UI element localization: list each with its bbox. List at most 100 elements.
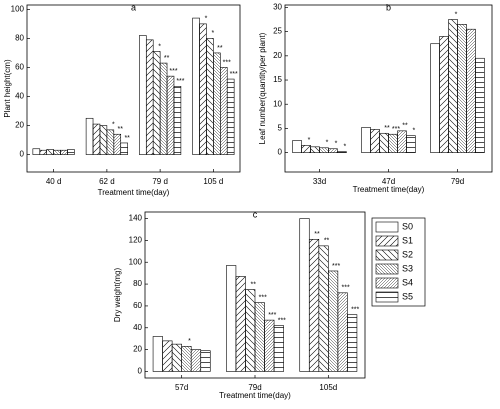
significance-label: * [188,338,191,345]
y-tick-label: 120 [129,236,143,245]
bar [466,28,476,153]
y-tick-label: 0 [278,148,283,157]
bar [235,276,246,372]
bar [145,39,154,155]
significance-label: * [158,43,161,50]
y-tick-label: 40 [133,323,142,332]
bar [245,289,256,372]
legend-swatch [375,263,399,275]
significance-label: *** [176,78,184,85]
bar [173,86,182,155]
bar [39,149,48,155]
bar [319,147,329,153]
chart-title: c [253,209,258,219]
significance-label: ** [324,238,330,245]
y-tick-label: 20 [273,51,282,60]
x-tick-label: 57d [175,383,188,392]
y-tick-label: 60 [15,63,24,72]
y-tick-label: 20 [15,121,24,130]
y-tick-label: 140 [129,214,143,223]
legend-label: S3 [402,263,413,273]
x-tick-label: 105d [319,383,337,392]
x-axis-label: Treatment time(day) [353,185,425,194]
significance-label: *** [268,312,276,319]
legend-label: S0 [402,221,413,231]
bar [318,245,329,372]
legend-label: S1 [402,235,413,245]
significance-label: ** [217,45,223,52]
bar [152,336,163,372]
significance-label: * [413,128,416,135]
significance-label: ** [384,125,390,132]
bar [219,67,228,155]
bar [388,133,398,153]
bar [162,340,173,372]
bar [457,24,467,153]
legend-swatch [375,249,399,261]
legend-label: S4 [402,277,413,287]
bar [301,145,311,153]
y-tick-label: 60 [133,301,142,310]
bar [92,123,101,155]
bar [264,319,275,372]
bar [328,270,339,372]
bar [226,78,235,155]
significance-label: *** [230,71,238,78]
significance-label: * [344,144,347,151]
significance-label: * [205,16,208,23]
legend-swatch [375,277,399,289]
bar [152,51,161,155]
bar [113,133,122,155]
legend-swatch [375,235,399,247]
bar [206,38,214,155]
bar [361,127,371,153]
bar [46,149,54,155]
bar [448,19,458,153]
x-axis-label: Treatment time(day) [98,188,170,197]
bar [406,135,416,153]
bar [430,43,440,153]
y-tick-label: 30 [273,3,282,12]
significance-label: *** [259,294,267,301]
bar [171,343,182,372]
significance-label: ** [402,123,408,130]
bar [192,17,200,155]
bar [159,62,168,155]
bar [190,349,202,372]
bar [337,292,348,372]
bar [60,149,68,155]
legend-swatch [375,221,399,233]
significance-label: * [455,11,458,18]
bar [328,148,338,153]
significance-label: *** [332,263,340,270]
significance-label: *** [169,68,177,75]
significance-label: ** [314,231,320,238]
x-tick-label: 79d [248,383,261,392]
bar [370,129,380,153]
bar [254,302,265,372]
significance-label: *** [351,307,359,314]
significance-label: *** [223,59,231,66]
chart-title: b [386,2,391,12]
legend-label: S2 [402,249,413,259]
bar [181,346,192,372]
y-axis-label: Plant height(cm) [3,59,12,118]
bar [200,350,211,372]
legend-swatch [375,291,399,303]
bar [299,218,310,372]
significance-label: ** [164,55,170,62]
bar [337,151,347,153]
bar [397,130,407,153]
y-tick-label: 25 [273,27,282,36]
x-tick-label: 79d [451,177,464,186]
bar [292,140,302,153]
chart-title: a [131,2,136,12]
bar [310,146,320,153]
x-tick-label: 79 d [152,177,168,186]
legend-label: S5 [402,291,413,301]
bar [166,75,175,155]
bar [226,265,237,372]
bar [347,314,358,372]
significance-label: * [326,140,329,147]
